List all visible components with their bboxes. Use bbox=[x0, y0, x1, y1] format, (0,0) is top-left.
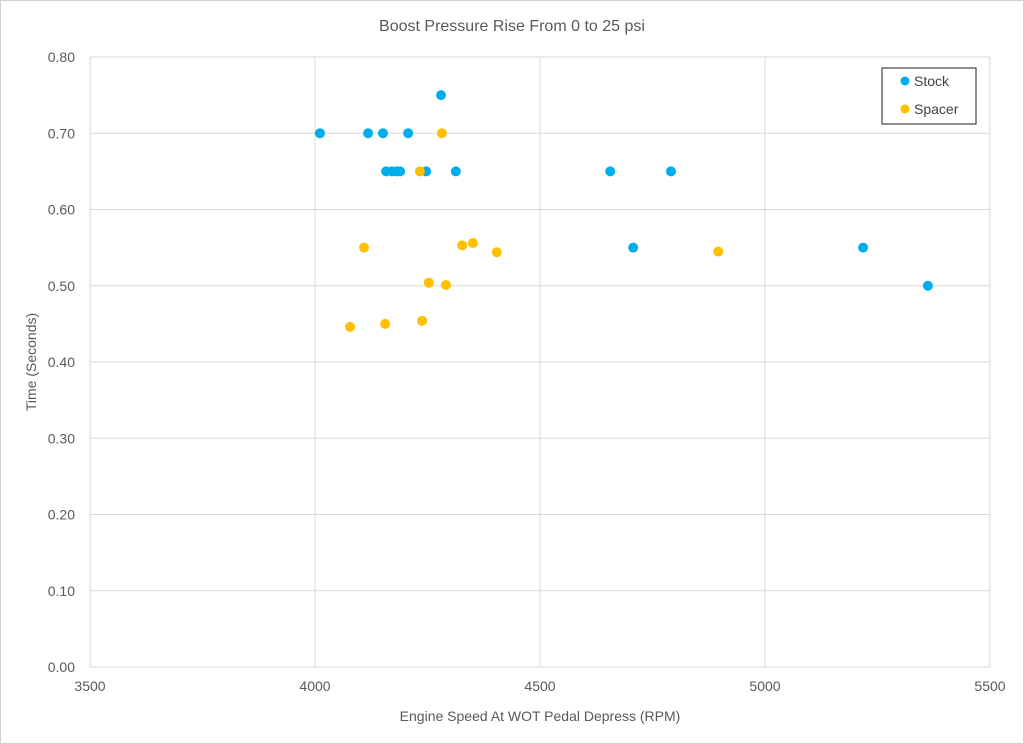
y-tick-label: 0.10 bbox=[48, 583, 75, 599]
data-point-stock bbox=[665, 166, 676, 177]
data-point-stock bbox=[436, 90, 446, 101]
data-point-spacer bbox=[380, 318, 391, 329]
data-point-stock bbox=[363, 128, 374, 139]
y-axis-label: Time (Seconds) bbox=[23, 313, 39, 411]
x-tick-label: 4500 bbox=[524, 678, 555, 694]
data-point-stock bbox=[403, 128, 414, 139]
y-tick-label: 0.60 bbox=[48, 202, 75, 218]
legend-label-stock: Stock bbox=[914, 73, 950, 89]
data-point-spacer bbox=[457, 240, 468, 251]
data-point-spacer bbox=[414, 166, 425, 177]
data-point-spacer bbox=[467, 238, 478, 249]
y-tick-label: 0.70 bbox=[48, 125, 75, 141]
data-point-spacer bbox=[345, 321, 356, 332]
data-point-spacer bbox=[423, 277, 434, 288]
data-point-stock bbox=[377, 128, 388, 139]
x-tick-label: 3500 bbox=[74, 678, 105, 694]
data-point-stock bbox=[628, 242, 639, 253]
y-tick-label: 0.50 bbox=[48, 278, 75, 294]
legend-marker-spacer bbox=[900, 104, 910, 114]
data-point-stock bbox=[605, 166, 616, 177]
legend-marker-stock bbox=[900, 76, 910, 86]
data-point-spacer bbox=[359, 242, 370, 253]
data-point-stock bbox=[858, 242, 869, 253]
x-tick-label: 5500 bbox=[974, 678, 1005, 694]
data-point-spacer bbox=[436, 128, 447, 139]
data-point-spacer bbox=[417, 315, 428, 326]
legend-label-spacer: Spacer bbox=[914, 101, 959, 117]
y-tick-label: 0.80 bbox=[48, 49, 75, 65]
data-point-spacer bbox=[440, 279, 451, 290]
y-tick-label: 0.30 bbox=[48, 430, 75, 446]
x-axis-label: Engine Speed At WOT Pedal Depress (RPM) bbox=[400, 708, 681, 724]
data-point-stock bbox=[450, 166, 461, 177]
y-tick-label: 0.20 bbox=[48, 507, 75, 523]
data-point-stock bbox=[395, 166, 406, 177]
data-point-stock bbox=[314, 128, 325, 139]
x-tick-label: 5000 bbox=[749, 678, 780, 694]
x-tick-label: 4000 bbox=[299, 678, 330, 694]
data-point-spacer bbox=[713, 246, 724, 257]
y-tick-label: 0.00 bbox=[48, 659, 75, 675]
data-point-spacer bbox=[491, 247, 502, 258]
legend: Stock Spacer bbox=[881, 67, 977, 125]
data-point-stock bbox=[922, 280, 933, 291]
y-tick-label: 0.40 bbox=[48, 354, 75, 370]
chart-title: Boost Pressure Rise From 0 to 25 psi bbox=[379, 18, 645, 35]
